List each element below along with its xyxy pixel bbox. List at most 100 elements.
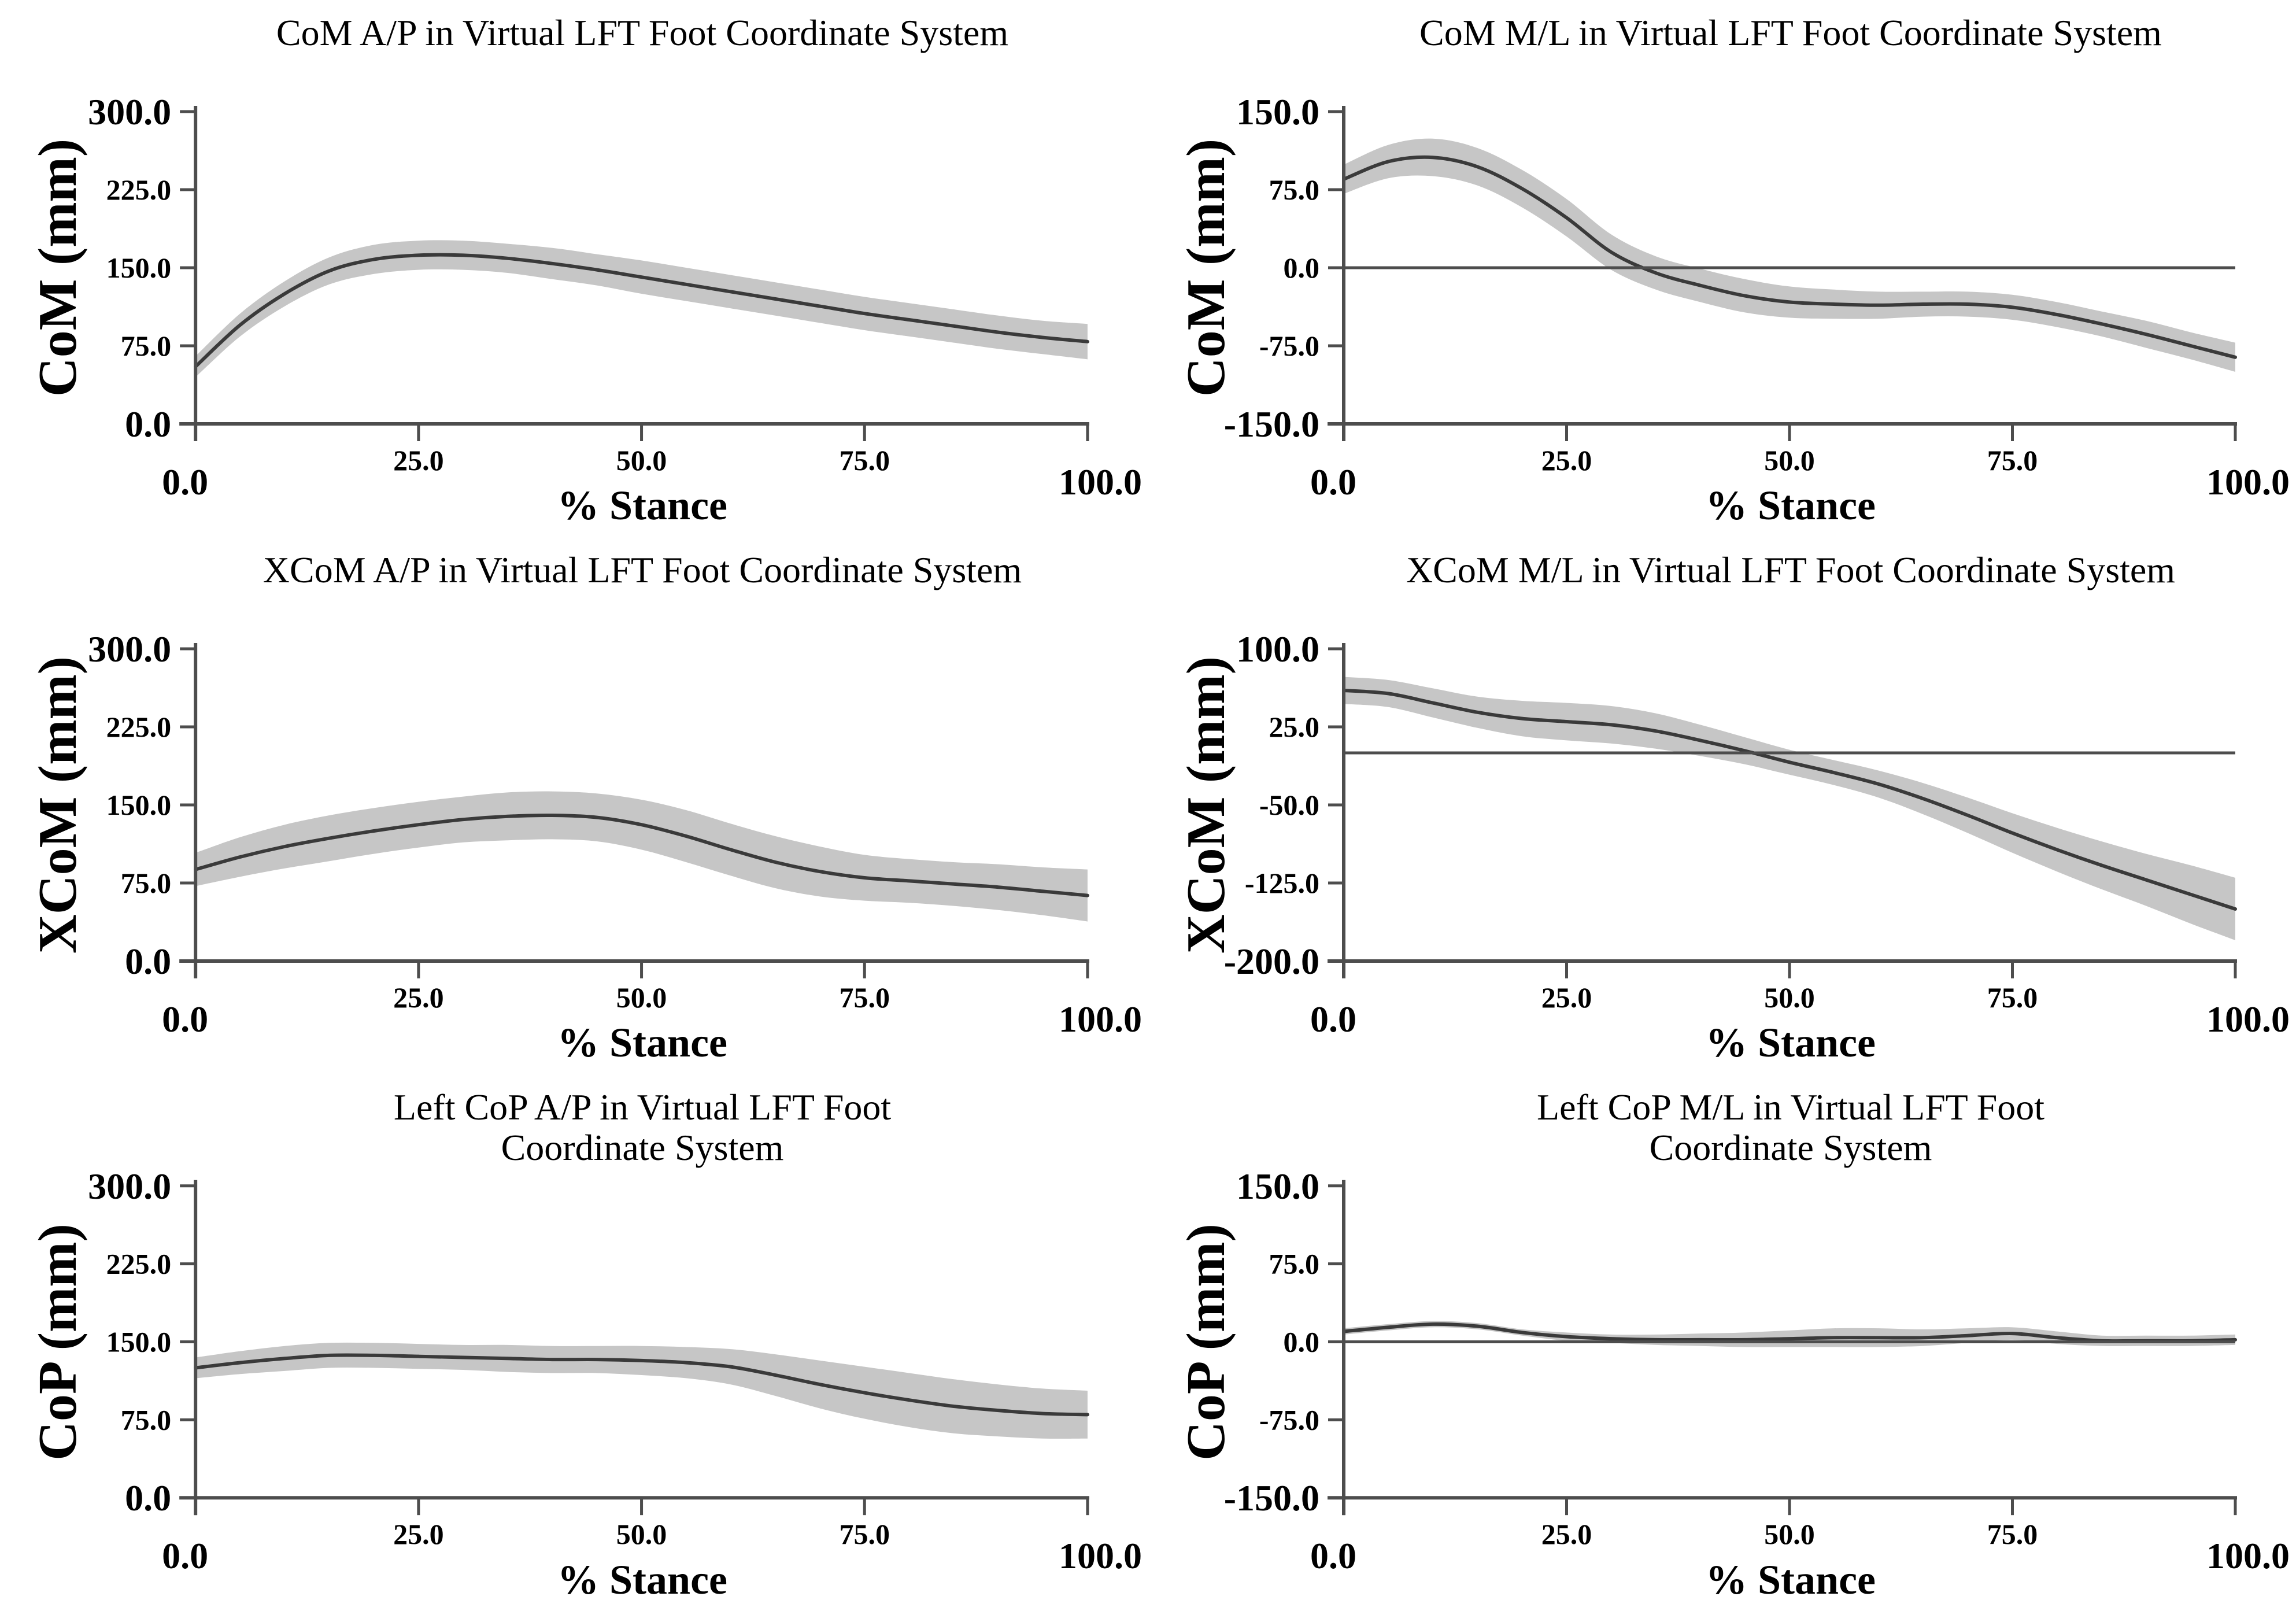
y-tick-label: 75.0 xyxy=(1269,1248,1319,1280)
x-tick-label: 0.0 xyxy=(162,1535,208,1576)
x-tick-label: 100.0 xyxy=(1059,461,1142,502)
x-tick-label: 100.0 xyxy=(2206,1535,2290,1576)
x-tick-label: 25.0 xyxy=(393,444,444,476)
x-axis-label: % Stance xyxy=(557,1557,727,1603)
y-tick-label: 300.0 xyxy=(88,629,171,670)
mean-line xyxy=(194,813,1089,897)
y-tick-label: 225.0 xyxy=(106,1248,172,1280)
x-tick-label: 25.0 xyxy=(1541,1518,1592,1550)
chart-title-line-2: Coordinate System xyxy=(1649,1127,1932,1169)
x-tick-label: 100.0 xyxy=(2206,461,2290,502)
chart-title: Left CoP A/P in Virtual LFT Foot Coordin… xyxy=(194,1087,1091,1169)
x-tick-label: 100.0 xyxy=(1059,999,1142,1040)
mean-line xyxy=(194,253,1089,368)
plot-area: 300.0 225.0 150.0 75.0 0.0 0.0 25.0 50.0 75.0 100… xyxy=(88,91,1142,502)
sd-band xyxy=(1344,138,2235,372)
x-tick-label: 75.0 xyxy=(1987,444,2038,476)
chart-title: XCoM A/P in Virtual LFT Foot Coordinate … xyxy=(194,549,1091,590)
y-tick-label: 75.0 xyxy=(121,867,172,899)
chart-title-line-1: XCoM M/L in Virtual LFT Foot Coordinate … xyxy=(1406,549,2176,590)
y-tick-label: 75.0 xyxy=(1269,173,1320,206)
x-tick-label: 75.0 xyxy=(839,1518,890,1550)
x-tick-label: 25.0 xyxy=(1541,981,1592,1014)
y-tick-label: 150.0 xyxy=(106,1326,172,1358)
plot-area: 150.0 75.0 0.0 -75.0 -150.0 0.0 25.0 50.0 75.0 10… xyxy=(1224,1166,2290,1576)
y-tick-label: -125.0 xyxy=(1245,867,1319,899)
x-tick-label: 0.0 xyxy=(162,461,208,502)
y-tick-label: -200.0 xyxy=(1224,941,1319,982)
x-tick-label: 100.0 xyxy=(2206,999,2290,1040)
chart-panel-com-ml: CoM M/L in Virtual LFT Foot Coordinate S… xyxy=(1148,0,2296,537)
x-tick-label: 50.0 xyxy=(616,1518,667,1550)
x-tick-label: 0.0 xyxy=(1310,999,1356,1040)
x-tick-label: 50.0 xyxy=(616,981,667,1014)
sd-band xyxy=(1344,677,2235,940)
chart-panel-xcom-ml: XCoM M/L in Virtual LFT Foot Coordinate … xyxy=(1148,537,2296,1074)
y-tick-label: 75.0 xyxy=(121,330,172,362)
mean-line xyxy=(194,1353,1089,1417)
y-tick-label: -150.0 xyxy=(1224,404,1319,445)
x-tick-label: 0.0 xyxy=(1310,1535,1356,1576)
mean-line xyxy=(1342,1322,2237,1343)
y-tick-label: 0.0 xyxy=(1284,252,1320,284)
y-tick-label: -75.0 xyxy=(1259,1403,1319,1436)
y-tick-label: 150.0 xyxy=(1236,1166,1319,1207)
chart-panel-xcom-ap: XCoM A/P in Virtual LFT Foot Coordinate … xyxy=(0,537,1148,1074)
x-axis-label: % Stance xyxy=(1706,482,1876,529)
x-tick-label: 75.0 xyxy=(839,981,890,1014)
chart-title-line-1: Left CoP A/P in Virtual LFT Foot xyxy=(393,1087,892,1128)
chart-title-line-1: XCoM A/P in Virtual LFT Foot Coordinate … xyxy=(262,549,1022,590)
x-tick-label: 75.0 xyxy=(1987,1518,2038,1550)
y-tick-label: 100.0 xyxy=(1236,629,1319,670)
x-tick-label: 0.0 xyxy=(162,999,208,1040)
plot-area: 300.0 225.0 150.0 75.0 0.0 0.0 25.0 50.0 75.0 100… xyxy=(88,629,1142,1040)
chart-panel-com-ap: CoM A/P in Virtual LFT Foot Coordinate S… xyxy=(0,0,1148,537)
y-tick-label: 0.0 xyxy=(125,1477,171,1518)
chart-title-line-2: Coordinate System xyxy=(501,1127,784,1169)
x-tick-label: 50.0 xyxy=(616,444,667,476)
y-tick-label: 150.0 xyxy=(1236,91,1319,132)
x-tick-label: 50.0 xyxy=(1764,981,1815,1014)
chart-title: XCoM M/L in Virtual LFT Foot Coordinate … xyxy=(1342,549,2239,590)
y-tick-label: 0.0 xyxy=(125,404,171,445)
sd-band xyxy=(195,1342,1088,1439)
x-tick-label: 75.0 xyxy=(1987,981,2038,1014)
y-tick-label: 75.0 xyxy=(121,1403,172,1436)
y-tick-label: 150.0 xyxy=(106,252,172,284)
y-tick-label: 300.0 xyxy=(88,1166,171,1207)
x-axis-label: % Stance xyxy=(557,1019,727,1066)
chart-title: CoM M/L in Virtual LFT Foot Coordinate S… xyxy=(1342,12,2239,53)
y-tick-label: 25.0 xyxy=(1269,711,1320,743)
x-tick-label: 0.0 xyxy=(1310,461,1356,502)
sd-band xyxy=(195,791,1088,922)
x-tick-label: 25.0 xyxy=(393,1518,444,1550)
x-tick-label: 50.0 xyxy=(1764,444,1815,476)
chart-title: CoM A/P in Virtual LFT Foot Coordinate S… xyxy=(194,12,1091,53)
x-axis-label: % Stance xyxy=(557,482,727,529)
chart-title-line-1: CoM M/L in Virtual LFT Foot Coordinate S… xyxy=(1419,12,2162,53)
y-tick-label: 300.0 xyxy=(88,91,171,132)
x-tick-label: 50.0 xyxy=(1764,1518,1815,1550)
y-tick-label: 150.0 xyxy=(106,789,172,821)
x-axis-label: % Stance xyxy=(1706,1019,1876,1066)
chart-title-line-1: CoM A/P in Virtual LFT Foot Coordinate S… xyxy=(276,12,1009,53)
y-tick-label: 225.0 xyxy=(106,173,172,206)
y-tick-label: -50.0 xyxy=(1259,789,1319,821)
y-tick-label: 0.0 xyxy=(1283,1326,1319,1358)
plot-area: 150.0 75.0 0.0 -75.0 -150.0 0.0 25.0 50.0 75.0 10… xyxy=(1224,91,2290,502)
chart-panel-cop-ml: Left CoP M/L in Virtual LFT Foot Coordin… xyxy=(1148,1074,2296,1611)
x-tick-label: 25.0 xyxy=(393,981,444,1014)
x-axis-label: % Stance xyxy=(1706,1557,1876,1603)
x-tick-label: 25.0 xyxy=(1541,444,1592,476)
x-tick-label: 75.0 xyxy=(839,444,890,476)
mean-line xyxy=(1342,155,2237,359)
y-tick-label: 0.0 xyxy=(125,941,171,982)
y-tick-label: -150.0 xyxy=(1224,1477,1319,1518)
chart-title: Left CoP M/L in Virtual LFT Foot Coordin… xyxy=(1342,1087,2239,1169)
x-tick-label: 100.0 xyxy=(1059,1535,1142,1576)
plot-area: 300.0 225.0 150.0 75.0 0.0 0.0 25.0 50.0 75.0 100… xyxy=(88,1166,1142,1576)
sd-band xyxy=(195,240,1088,377)
y-tick-label: -75.0 xyxy=(1259,330,1319,362)
plot-area: 100.0 25.0 -50.0 -125.0 -200.0 0.0 25.0 50.0 75.… xyxy=(1224,629,2290,1040)
